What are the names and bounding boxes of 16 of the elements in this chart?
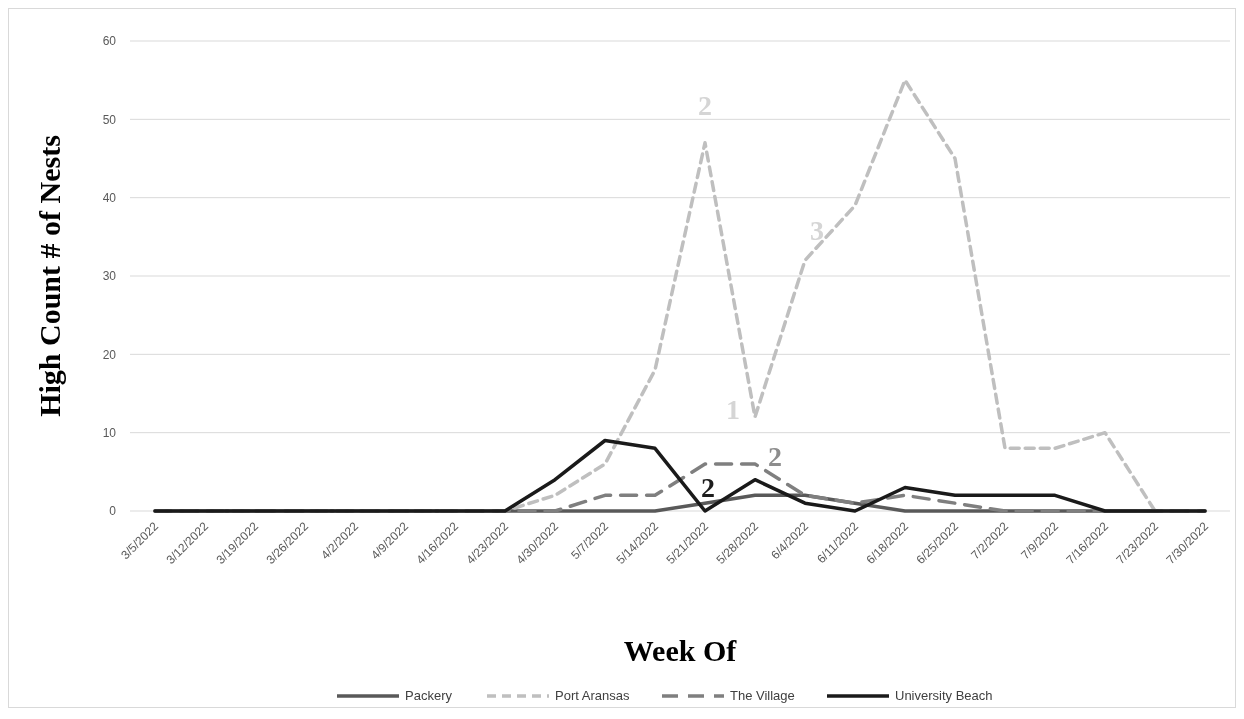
y-tick-label: 40 xyxy=(102,190,117,205)
annotation: 2 xyxy=(768,440,782,472)
y-tick-label: 60 xyxy=(102,34,117,49)
legend-label: The Village xyxy=(730,688,795,703)
legend-label: Packery xyxy=(405,688,453,703)
y-tick-label: 20 xyxy=(102,347,117,362)
y-tick-label: 0 xyxy=(109,504,117,519)
y-tick-label: 50 xyxy=(102,112,117,127)
legend-label: Port Aransas xyxy=(555,688,630,703)
line-series xyxy=(153,438,1207,513)
y-tick-label: 30 xyxy=(102,269,117,284)
y-tick-label: 10 xyxy=(102,425,117,440)
x-axis-title: Week Of xyxy=(623,634,738,667)
annotation: 2 xyxy=(701,471,715,503)
y-axis-title: High Count # of Nests xyxy=(33,135,66,417)
legend-label: University Beach xyxy=(895,688,993,703)
